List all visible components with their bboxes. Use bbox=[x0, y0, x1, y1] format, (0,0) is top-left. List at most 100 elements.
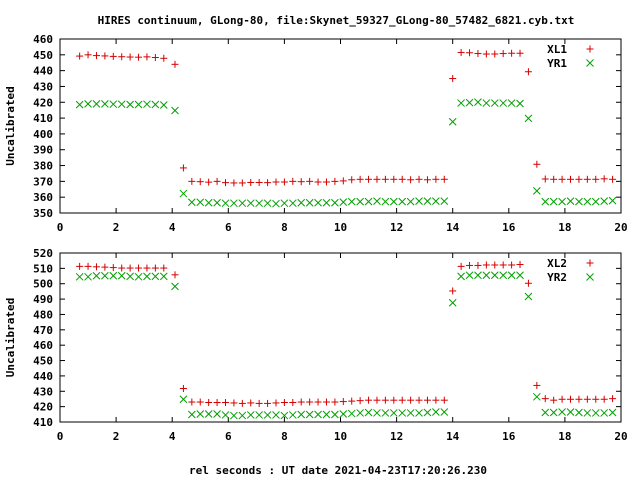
data-point bbox=[482, 271, 491, 280]
y-tick-label: 460 bbox=[33, 33, 53, 46]
data-point bbox=[508, 49, 516, 57]
x-tick-label: 8 bbox=[281, 430, 288, 443]
data-point bbox=[592, 395, 600, 403]
data-point bbox=[608, 196, 617, 205]
data-point bbox=[205, 398, 213, 406]
data-point bbox=[289, 177, 297, 185]
y-tick-label: 430 bbox=[33, 80, 53, 93]
data-point bbox=[583, 197, 592, 206]
x-tick-label: 10 bbox=[334, 430, 347, 443]
data-point bbox=[205, 178, 213, 186]
data-point bbox=[135, 264, 143, 272]
data-point bbox=[84, 262, 92, 270]
data-point bbox=[566, 408, 575, 416]
data-point bbox=[566, 197, 575, 205]
data-point bbox=[381, 396, 389, 404]
data-point bbox=[75, 100, 84, 109]
data-point bbox=[423, 396, 431, 404]
data-point bbox=[491, 50, 499, 58]
data-point bbox=[499, 50, 507, 58]
x-tick-label: 2 bbox=[113, 430, 120, 443]
data-point bbox=[331, 398, 339, 406]
data-point bbox=[541, 197, 550, 206]
data-point bbox=[151, 264, 159, 272]
data-point bbox=[255, 199, 264, 208]
data-point bbox=[440, 175, 448, 183]
x-axis-label: rel seconds : UT date 2021-04-23T17:20:2… bbox=[189, 464, 487, 477]
data-point bbox=[76, 262, 84, 270]
y-tick-label: 490 bbox=[33, 293, 53, 306]
data-point bbox=[188, 177, 196, 185]
y-tick-label: 370 bbox=[33, 175, 53, 188]
data-point bbox=[109, 264, 117, 272]
data-point bbox=[117, 271, 126, 280]
data-point bbox=[117, 100, 126, 109]
data-point bbox=[213, 410, 221, 418]
data-point bbox=[118, 53, 126, 61]
data-point bbox=[263, 199, 272, 208]
data-point bbox=[143, 264, 151, 272]
data-point bbox=[305, 198, 314, 207]
data-point bbox=[457, 262, 465, 270]
legend-marker bbox=[586, 259, 594, 267]
y-tick-label: 460 bbox=[33, 339, 53, 352]
data-point bbox=[583, 409, 592, 417]
data-point bbox=[398, 175, 406, 183]
data-point bbox=[567, 395, 575, 403]
y-tick-label: 350 bbox=[33, 207, 53, 220]
data-point bbox=[600, 175, 608, 183]
data-point bbox=[373, 197, 381, 205]
data-point bbox=[600, 409, 609, 417]
data-point bbox=[288, 199, 297, 208]
data-point bbox=[221, 199, 230, 208]
data-point bbox=[196, 410, 205, 418]
x-tick-label: 16 bbox=[502, 430, 516, 443]
data-point bbox=[356, 175, 364, 183]
legend-marker bbox=[586, 59, 594, 67]
data-point bbox=[118, 264, 126, 272]
data-point bbox=[179, 164, 187, 172]
x-tick-label: 2 bbox=[113, 221, 120, 234]
data-point bbox=[389, 409, 398, 417]
data-point bbox=[171, 60, 179, 68]
data-point bbox=[541, 395, 549, 403]
data-point bbox=[297, 410, 306, 419]
data-point bbox=[348, 176, 356, 184]
data-point bbox=[314, 178, 322, 186]
legend-marker bbox=[586, 45, 594, 53]
legend-marker bbox=[586, 273, 594, 281]
data-point bbox=[533, 381, 541, 389]
data-point bbox=[339, 410, 348, 418]
data-point bbox=[550, 175, 558, 183]
data-point bbox=[84, 272, 92, 281]
data-point bbox=[575, 197, 583, 206]
data-point bbox=[516, 261, 524, 269]
data-point bbox=[204, 410, 213, 418]
data-point bbox=[432, 175, 440, 183]
data-point bbox=[126, 53, 134, 61]
data-point bbox=[474, 271, 482, 280]
data-point bbox=[432, 197, 440, 205]
data-point bbox=[92, 263, 100, 271]
data-point bbox=[238, 179, 246, 187]
data-point bbox=[280, 178, 288, 186]
y-tick-label: 380 bbox=[33, 160, 53, 173]
data-point bbox=[415, 396, 423, 404]
data-point bbox=[448, 117, 457, 126]
data-point bbox=[272, 178, 280, 186]
data-point bbox=[101, 100, 109, 108]
data-point bbox=[415, 197, 423, 205]
data-point bbox=[508, 261, 516, 269]
data-point bbox=[230, 179, 238, 187]
data-point bbox=[306, 398, 314, 406]
data-point bbox=[482, 50, 490, 58]
data-point bbox=[491, 261, 499, 269]
legend-label: XL2 bbox=[547, 257, 567, 270]
plot-frame bbox=[59, 38, 622, 214]
data-point bbox=[364, 408, 373, 417]
data-point bbox=[440, 197, 449, 205]
x-tick-label: 12 bbox=[390, 430, 403, 443]
data-point bbox=[187, 410, 196, 419]
data-point bbox=[272, 411, 280, 419]
